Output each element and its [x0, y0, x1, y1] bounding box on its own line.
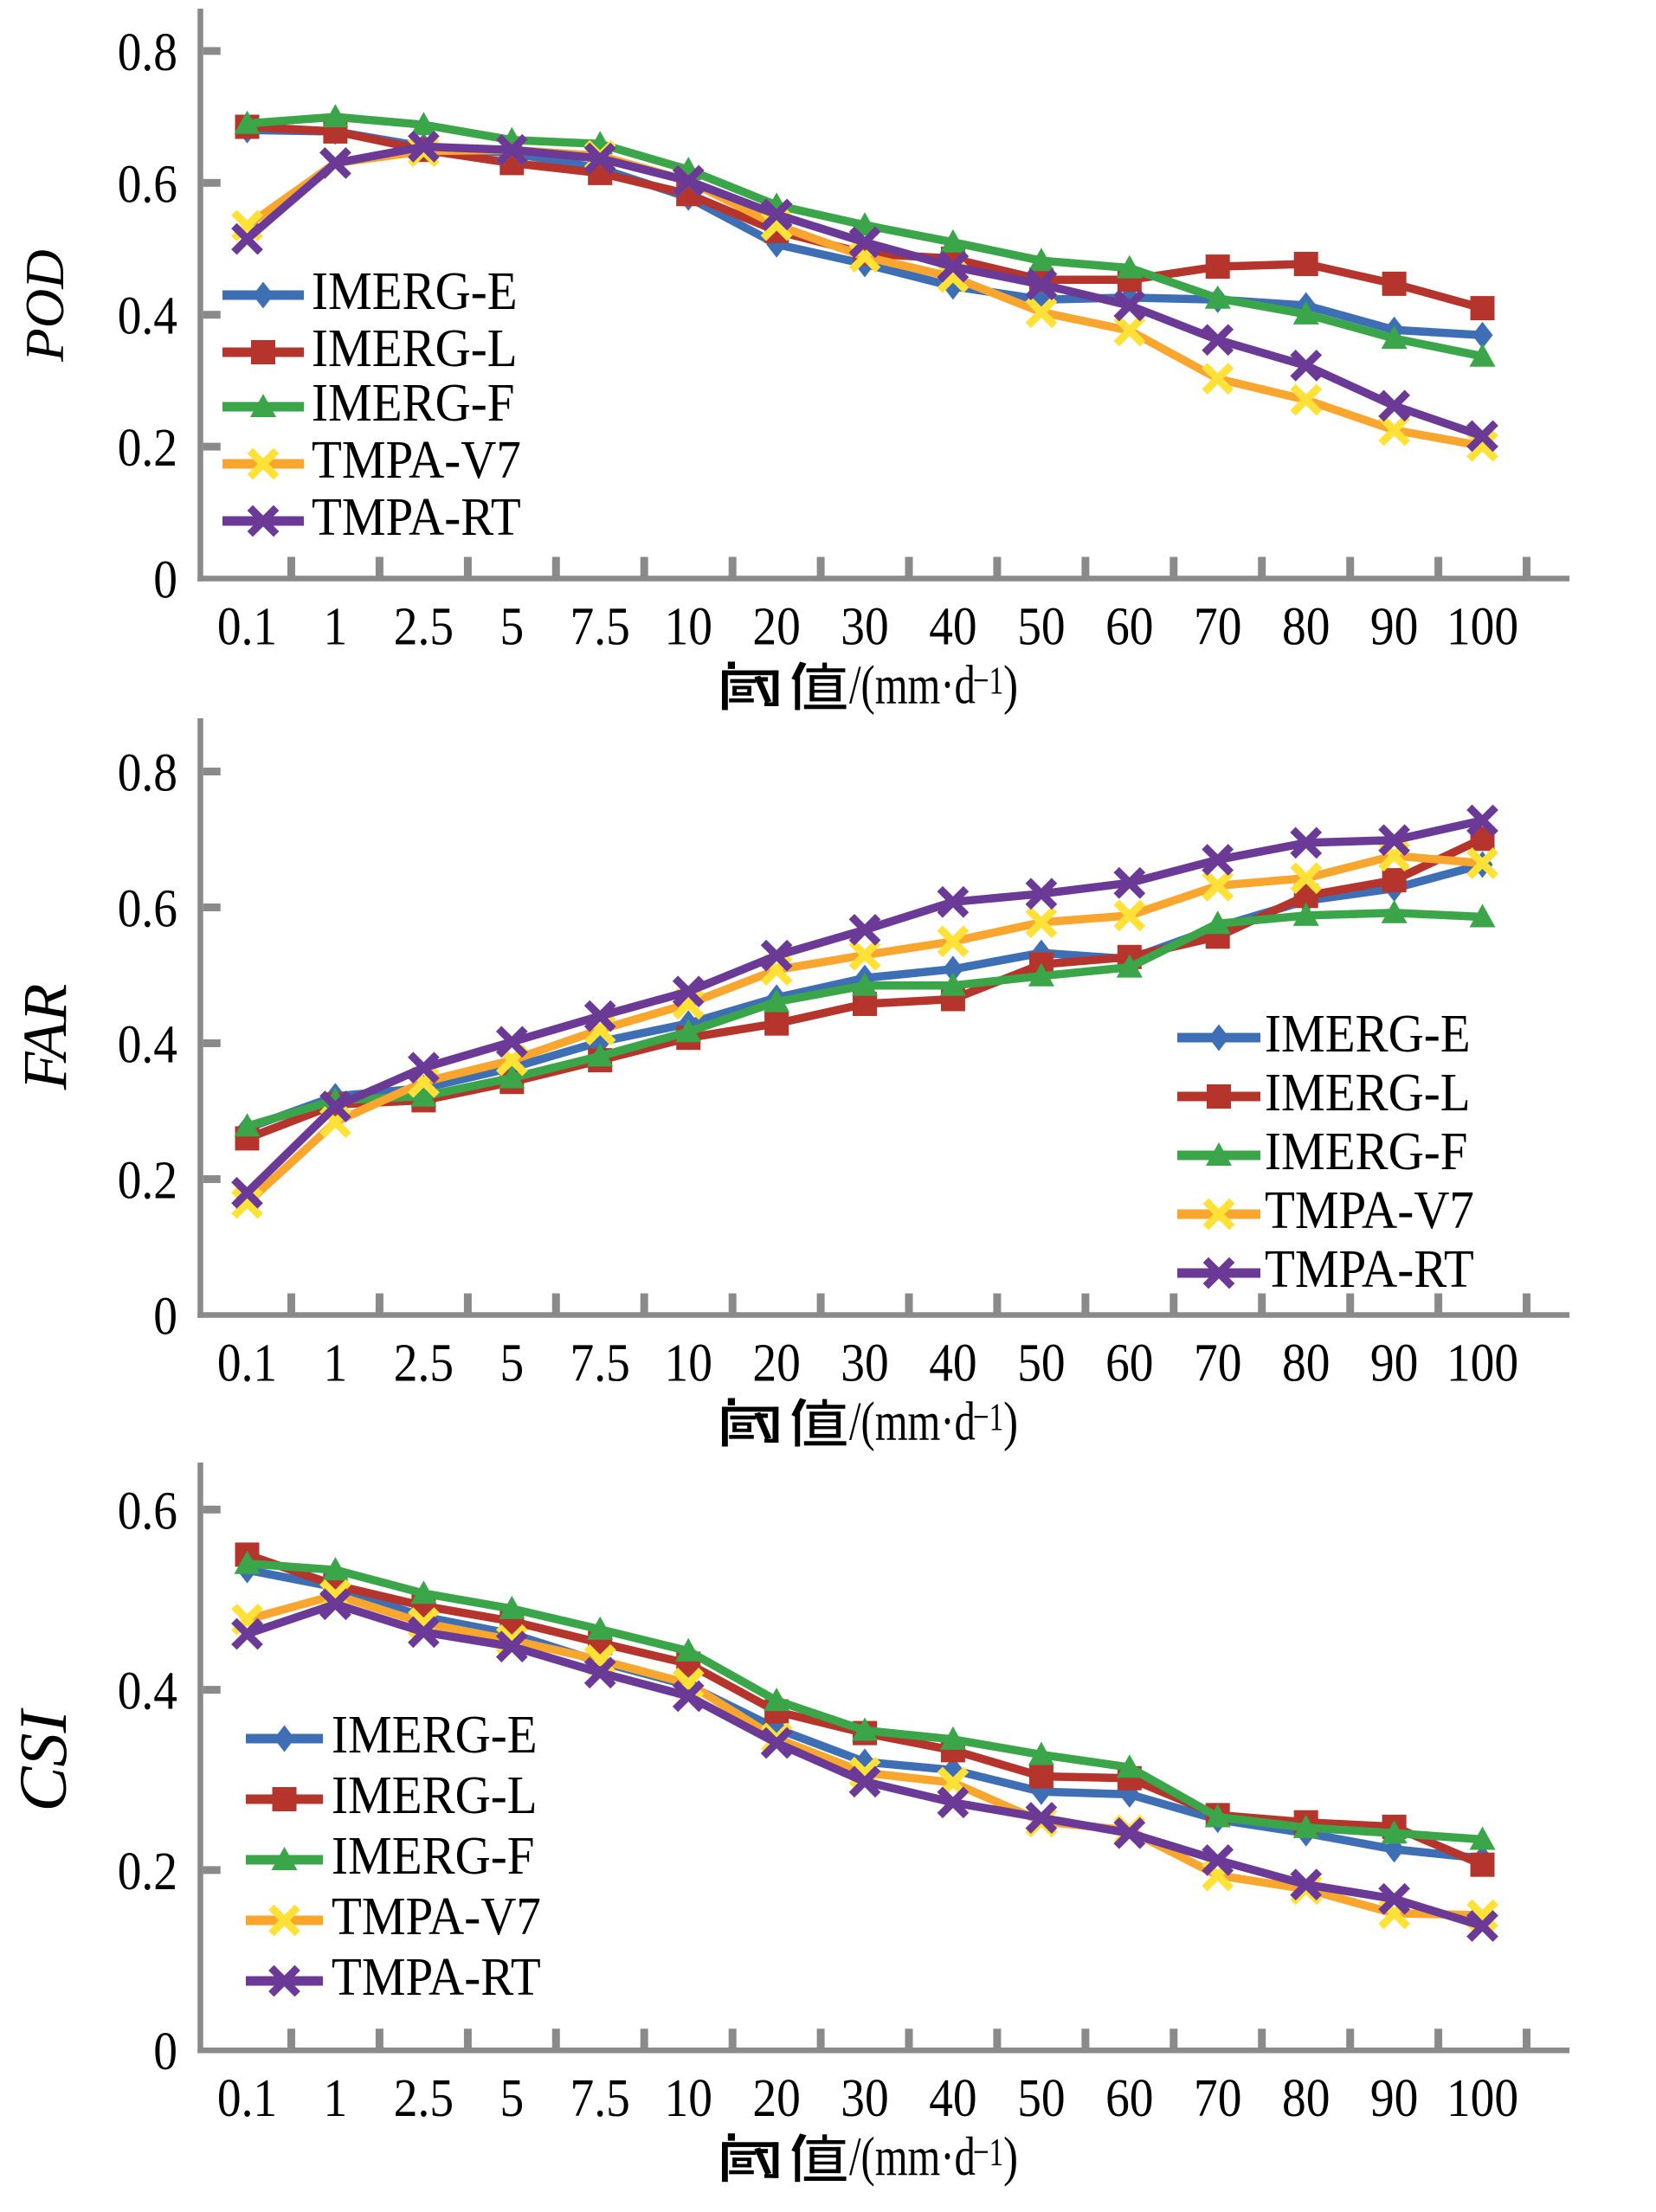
svg-text:40: 40 — [929, 2067, 976, 2128]
svg-text:TMPA-RT: TMPA-RT — [1265, 1239, 1474, 1299]
svg-text:0.1: 0.1 — [217, 2067, 277, 2128]
svg-text:1: 1 — [324, 2067, 348, 2128]
svg-text:CSI: CSI — [5, 1707, 81, 1811]
svg-text:POD: POD — [15, 249, 75, 362]
svg-text:40: 40 — [929, 595, 976, 656]
svg-text:30: 30 — [841, 1332, 888, 1392]
svg-text:7.5: 7.5 — [570, 595, 630, 656]
svg-text:0.6: 0.6 — [118, 878, 177, 938]
svg-text:10: 10 — [664, 1332, 712, 1392]
svg-text:−1: −1 — [973, 658, 1003, 703]
svg-text:2.5: 2.5 — [394, 1332, 454, 1392]
svg-text:50: 50 — [1017, 2067, 1065, 2128]
svg-text:7.5: 7.5 — [570, 1332, 630, 1392]
svg-text:): ) — [1003, 2125, 1018, 2188]
svg-text:IMERG-L: IMERG-L — [1265, 1063, 1471, 1122]
svg-text:−1: −1 — [973, 2130, 1003, 2175]
svg-text:0.1: 0.1 — [217, 1332, 277, 1392]
svg-text:TMPA-V7: TMPA-V7 — [1265, 1180, 1474, 1240]
svg-text:1: 1 — [324, 1332, 348, 1392]
svg-text:2.5: 2.5 — [394, 2067, 454, 2128]
svg-text:60: 60 — [1105, 2067, 1153, 2128]
svg-text:60: 60 — [1105, 1332, 1153, 1392]
svg-text:0.4: 0.4 — [118, 1660, 177, 1720]
svg-text:10: 10 — [664, 2067, 712, 2128]
svg-text:0.4: 0.4 — [118, 1013, 177, 1074]
svg-text:IMERG-E: IMERG-E — [332, 1705, 538, 1765]
svg-text:0.6: 0.6 — [118, 153, 177, 214]
svg-text:IMERG-F: IMERG-F — [312, 373, 514, 433]
svg-text:40: 40 — [929, 1332, 976, 1392]
svg-text:0.2: 0.2 — [118, 1149, 177, 1210]
svg-text:1: 1 — [324, 595, 348, 656]
svg-text:0: 0 — [153, 1285, 177, 1346]
svg-text:5: 5 — [499, 1332, 524, 1392]
svg-text:0.2: 0.2 — [118, 1841, 177, 1901]
svg-text:IMERG-E: IMERG-E — [312, 261, 518, 321]
svg-text:FAR: FAR — [10, 984, 80, 1091]
svg-text:100: 100 — [1447, 1332, 1518, 1392]
svg-text:10: 10 — [664, 595, 712, 656]
svg-text:IMERG-F: IMERG-F — [332, 1826, 534, 1886]
svg-text:5: 5 — [499, 595, 524, 656]
svg-text:90: 90 — [1370, 2067, 1418, 2128]
svg-text:30: 30 — [841, 595, 888, 656]
svg-text:TMPA-RT: TMPA-RT — [312, 487, 521, 547]
svg-text:IMERG-L: IMERG-L — [312, 318, 518, 378]
svg-text:50: 50 — [1017, 595, 1065, 656]
svg-text:TMPA-V7: TMPA-V7 — [312, 430, 521, 490]
svg-text:0.6: 0.6 — [118, 1480, 177, 1540]
svg-text:/(mm·d: /(mm·d — [849, 1391, 976, 1452]
svg-text:/(mm·d: /(mm·d — [849, 654, 976, 716]
svg-text:5: 5 — [499, 2067, 524, 2128]
svg-text:60: 60 — [1105, 595, 1153, 656]
svg-text:80: 80 — [1282, 595, 1330, 656]
svg-text:20: 20 — [752, 2067, 800, 2128]
svg-text:30: 30 — [841, 2067, 888, 2128]
svg-text:IMERG-F: IMERG-F — [1265, 1122, 1467, 1181]
svg-text:−1: −1 — [973, 1394, 1003, 1439]
svg-text:70: 70 — [1194, 595, 1241, 656]
svg-text:IMERG-E: IMERG-E — [1265, 1004, 1471, 1064]
svg-text:100: 100 — [1447, 595, 1518, 656]
svg-text:20: 20 — [752, 595, 800, 656]
svg-text:0: 0 — [153, 2021, 177, 2081]
svg-text:0.8: 0.8 — [118, 22, 177, 82]
svg-text:0.2: 0.2 — [118, 417, 177, 478]
svg-text:0.8: 0.8 — [118, 742, 177, 802]
svg-text:90: 90 — [1370, 595, 1418, 656]
svg-text:100: 100 — [1447, 2067, 1518, 2128]
svg-text:0: 0 — [153, 549, 177, 609]
svg-text:50: 50 — [1017, 1332, 1065, 1392]
svg-text:70: 70 — [1194, 2067, 1241, 2128]
svg-text:80: 80 — [1282, 2067, 1330, 2128]
svg-text:): ) — [1003, 1390, 1018, 1452]
svg-text:0.1: 0.1 — [217, 595, 277, 656]
svg-text:/(mm·d: /(mm·d — [849, 2126, 976, 2188]
svg-text:): ) — [1003, 653, 1018, 716]
svg-text:90: 90 — [1370, 1332, 1418, 1392]
svg-text:7.5: 7.5 — [570, 2067, 630, 2128]
svg-text:IMERG-L: IMERG-L — [332, 1765, 538, 1825]
svg-text:TMPA-RT: TMPA-RT — [332, 1947, 541, 2007]
svg-text:2.5: 2.5 — [394, 595, 454, 656]
svg-text:20: 20 — [752, 1332, 800, 1392]
svg-text:0.4: 0.4 — [118, 285, 177, 345]
svg-text:80: 80 — [1282, 1332, 1330, 1392]
svg-text:TMPA-V7: TMPA-V7 — [332, 1887, 541, 1946]
svg-text:70: 70 — [1194, 1332, 1241, 1392]
